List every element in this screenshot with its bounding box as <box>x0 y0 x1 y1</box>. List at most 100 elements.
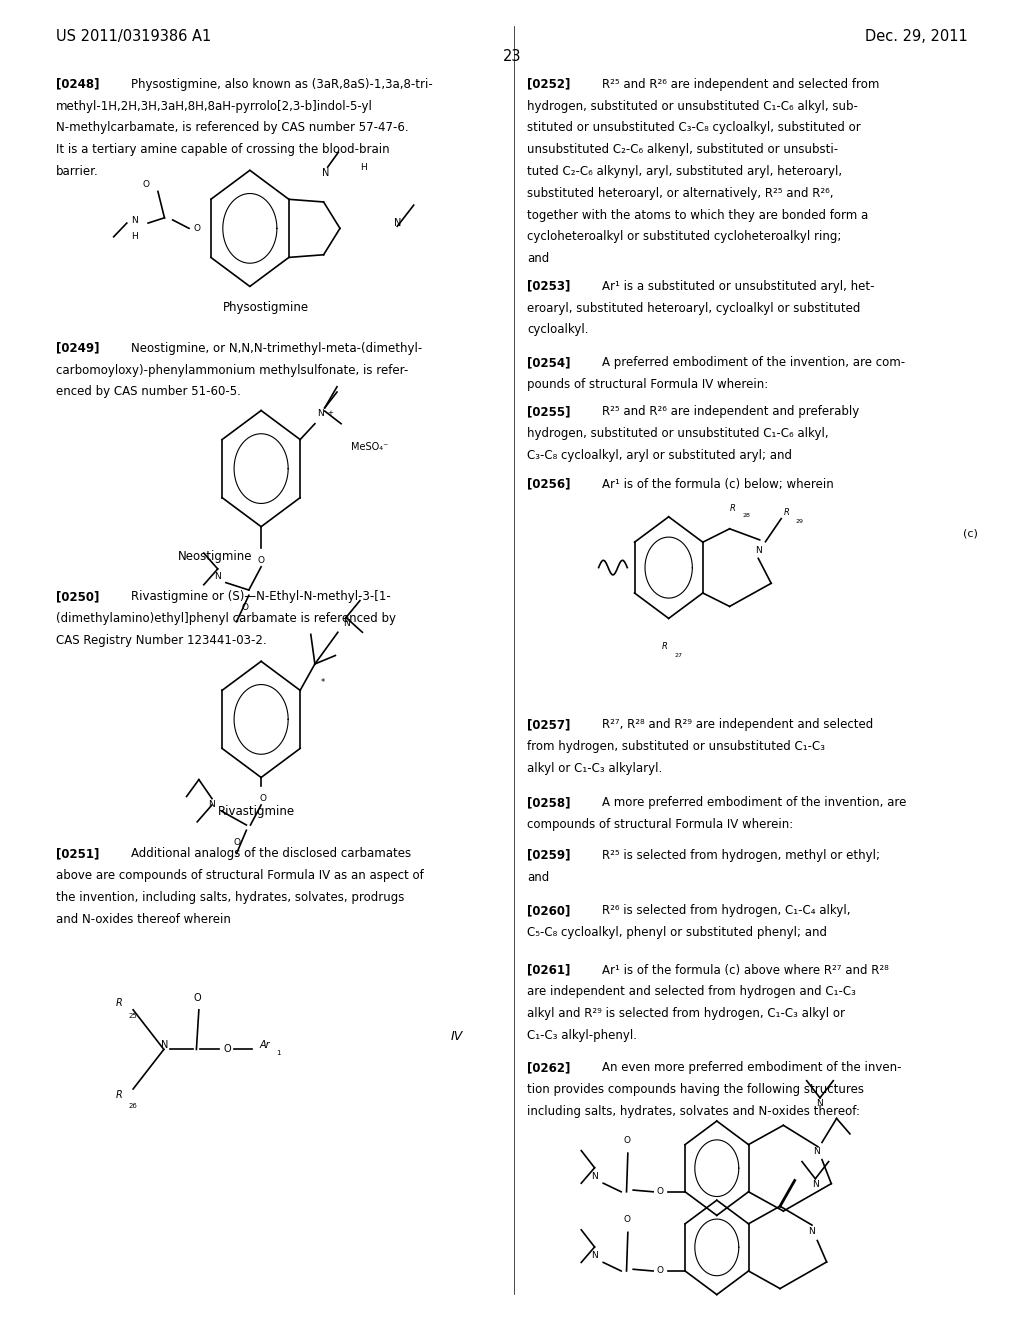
Text: US 2011/0319386 A1: US 2011/0319386 A1 <box>56 29 212 44</box>
Text: [0259]: [0259] <box>527 849 570 862</box>
Text: substituted heteroaryl, or alternatively, R²⁵ and R²⁶,: substituted heteroaryl, or alternatively… <box>527 187 834 199</box>
Text: alkyl or C₁-C₃ alkylaryl.: alkyl or C₁-C₃ alkylaryl. <box>527 762 663 775</box>
Text: Dec. 29, 2011: Dec. 29, 2011 <box>865 29 968 44</box>
Text: N: N <box>591 1172 598 1181</box>
Text: O: O <box>623 1135 630 1144</box>
Text: [0261]: [0261] <box>527 964 570 977</box>
Text: N: N <box>209 800 215 809</box>
Text: R²⁶ is selected from hydrogen, C₁-C₄ alkyl,: R²⁶ is selected from hydrogen, C₁-C₄ alk… <box>602 904 851 917</box>
Text: eroaryl, substituted heteroaryl, cycloalkyl or substituted: eroaryl, substituted heteroaryl, cycloal… <box>527 301 861 314</box>
Text: [0260]: [0260] <box>527 904 570 917</box>
Text: Neostigmine, or N,N,N-trimethyl-meta-(dimethyl-: Neostigmine, or N,N,N-trimethyl-meta-(di… <box>131 342 422 355</box>
Text: methyl-1H,2H,3H,3aH,8H,8aH-pyrrolo[2,3-b]indol-5-yl: methyl-1H,2H,3H,3aH,8H,8aH-pyrrolo[2,3-b… <box>56 100 373 112</box>
Text: (c): (c) <box>963 528 978 539</box>
Text: [0255]: [0255] <box>527 405 570 418</box>
Text: above are compounds of structural Formula IV as an aspect of: above are compounds of structural Formul… <box>56 870 424 882</box>
Text: Ar¹ is a substituted or unsubstituted aryl, het-: Ar¹ is a substituted or unsubstituted ar… <box>602 280 874 293</box>
Text: pounds of structural Formula IV wherein:: pounds of structural Formula IV wherein: <box>527 378 769 391</box>
Text: Additional analogs of the disclosed carbamates: Additional analogs of the disclosed carb… <box>131 847 412 861</box>
Text: O: O <box>656 1187 664 1196</box>
Text: stituted or unsubstituted C₃-C₈ cycloalkyl, substituted or: stituted or unsubstituted C₃-C₈ cycloalk… <box>527 121 861 135</box>
Text: A preferred embodiment of the invention, are com-: A preferred embodiment of the invention,… <box>602 356 905 370</box>
Text: including salts, hydrates, solvates and N-oxides thereof:: including salts, hydrates, solvates and … <box>527 1105 860 1118</box>
Text: hydrogen, substituted or unsubstituted C₁-C₆ alkyl, sub-: hydrogen, substituted or unsubstituted C… <box>527 100 858 112</box>
Text: R: R <box>730 504 736 513</box>
Text: N: N <box>393 218 401 228</box>
Text: O: O <box>258 556 264 565</box>
Text: [0249]: [0249] <box>56 342 99 355</box>
Text: O: O <box>194 993 202 1003</box>
Text: from hydrogen, substituted or unsubstituted C₁-C₃: from hydrogen, substituted or unsubstitu… <box>527 739 825 752</box>
Text: [0256]: [0256] <box>527 478 570 491</box>
Text: N: N <box>317 409 324 417</box>
Text: +: + <box>328 411 334 416</box>
Text: R²⁵ is selected from hydrogen, methyl or ethyl;: R²⁵ is selected from hydrogen, methyl or… <box>602 849 880 862</box>
Text: cycloalkyl.: cycloalkyl. <box>527 323 589 337</box>
Text: [0253]: [0253] <box>527 280 570 293</box>
Text: Physostigmine: Physostigmine <box>223 301 309 314</box>
Text: 25: 25 <box>128 1014 137 1019</box>
Text: H: H <box>360 162 368 172</box>
Text: together with the atoms to which they are bonded form a: together with the atoms to which they ar… <box>527 209 868 222</box>
Text: barrier.: barrier. <box>56 165 99 178</box>
Text: unsubstituted C₂-C₆ alkenyl, substituted or unsubsti-: unsubstituted C₂-C₆ alkenyl, substituted… <box>527 144 839 156</box>
Text: N: N <box>132 216 138 226</box>
Text: (dimethylamino)ethyl]phenyl carbamate is referenced by: (dimethylamino)ethyl]phenyl carbamate is… <box>56 611 396 624</box>
Text: O: O <box>656 1266 664 1275</box>
Text: R: R <box>117 1090 123 1101</box>
Text: Ar¹ is of the formula (c) below; wherein: Ar¹ is of the formula (c) below; wherein <box>602 478 834 491</box>
Text: N: N <box>812 1180 818 1189</box>
Text: [0257]: [0257] <box>527 718 570 731</box>
Text: N: N <box>322 169 329 178</box>
Text: enced by CAS number 51-60-5.: enced by CAS number 51-60-5. <box>56 385 242 399</box>
Text: and N-oxides thereof wherein: and N-oxides thereof wherein <box>56 913 231 925</box>
Text: O: O <box>223 1044 231 1055</box>
Text: compounds of structural Formula IV wherein:: compounds of structural Formula IV where… <box>527 817 794 830</box>
Text: tuted C₂-C₆ alkynyl, aryl, substituted aryl, heteroaryl,: tuted C₂-C₆ alkynyl, aryl, substituted a… <box>527 165 843 178</box>
Text: Rivastigmine: Rivastigmine <box>217 805 295 818</box>
Text: R²⁵ and R²⁶ are independent and preferably: R²⁵ and R²⁶ are independent and preferab… <box>602 405 859 418</box>
Text: O: O <box>143 180 150 189</box>
Text: 1: 1 <box>276 1051 281 1056</box>
Text: *: * <box>321 678 326 688</box>
Text: H: H <box>132 232 138 242</box>
Text: R: R <box>117 998 123 1008</box>
Text: Neostigmine: Neostigmine <box>178 550 252 564</box>
Text: carbomoyloxy)-phenylammonium methylsulfonate, is refer-: carbomoyloxy)-phenylammonium methylsulfo… <box>56 363 409 376</box>
Text: A more preferred embodiment of the invention, are: A more preferred embodiment of the inven… <box>602 796 906 809</box>
Text: tion provides compounds having the following structures: tion provides compounds having the follo… <box>527 1082 864 1096</box>
Text: IV: IV <box>451 1030 463 1043</box>
Text: [0248]: [0248] <box>56 78 99 91</box>
Text: C₁-C₃ alkyl-phenyl.: C₁-C₃ alkyl-phenyl. <box>527 1030 637 1041</box>
Text: and: and <box>527 871 550 883</box>
Text: N: N <box>343 619 349 628</box>
Text: [0250]: [0250] <box>56 590 99 603</box>
Text: [0258]: [0258] <box>527 796 570 809</box>
Text: Physostigmine, also known as (3aR,8aS)-1,3a,8-tri-: Physostigmine, also known as (3aR,8aS)-1… <box>131 78 433 91</box>
Text: O: O <box>233 838 240 847</box>
Text: An even more preferred embodiment of the inven-: An even more preferred embodiment of the… <box>602 1061 901 1074</box>
Text: [0262]: [0262] <box>527 1061 570 1074</box>
Text: N: N <box>816 1100 823 1109</box>
Text: R: R <box>662 642 668 651</box>
Text: N: N <box>162 1040 169 1051</box>
Text: R: R <box>784 508 790 516</box>
Text: Ar¹ is of the formula (c) above where R²⁷ and R²⁸: Ar¹ is of the formula (c) above where R²… <box>602 964 889 977</box>
Text: [0252]: [0252] <box>527 78 570 91</box>
Text: Rivastigmine or (S)—N-Ethyl-N-methyl-3-[1-: Rivastigmine or (S)—N-Ethyl-N-methyl-3-[… <box>131 590 391 603</box>
Text: are independent and selected from hydrogen and C₁-C₃: are independent and selected from hydrog… <box>527 985 856 998</box>
Text: [0254]: [0254] <box>527 356 570 370</box>
Text: N: N <box>214 572 221 581</box>
Text: O: O <box>259 795 266 803</box>
Text: 26: 26 <box>128 1104 137 1109</box>
Text: O: O <box>623 1214 630 1224</box>
Text: N-methylcarbamate, is referenced by CAS number 57-47-6.: N-methylcarbamate, is referenced by CAS … <box>56 121 409 135</box>
Text: 29: 29 <box>796 519 804 524</box>
Text: Ar: Ar <box>259 1040 269 1051</box>
Text: R²⁵ and R²⁶ are independent and selected from: R²⁵ and R²⁶ are independent and selected… <box>602 78 880 91</box>
Text: the invention, including salts, hydrates, solvates, prodrugs: the invention, including salts, hydrates… <box>56 891 404 904</box>
Text: R²⁷, R²⁸ and R²⁹ are independent and selected: R²⁷, R²⁸ and R²⁹ are independent and sel… <box>602 718 873 731</box>
Text: O: O <box>194 224 201 232</box>
Text: N: N <box>813 1147 820 1155</box>
Text: alkyl and R²⁹ is selected from hydrogen, C₁-C₃ alkyl or: alkyl and R²⁹ is selected from hydrogen,… <box>527 1007 846 1020</box>
